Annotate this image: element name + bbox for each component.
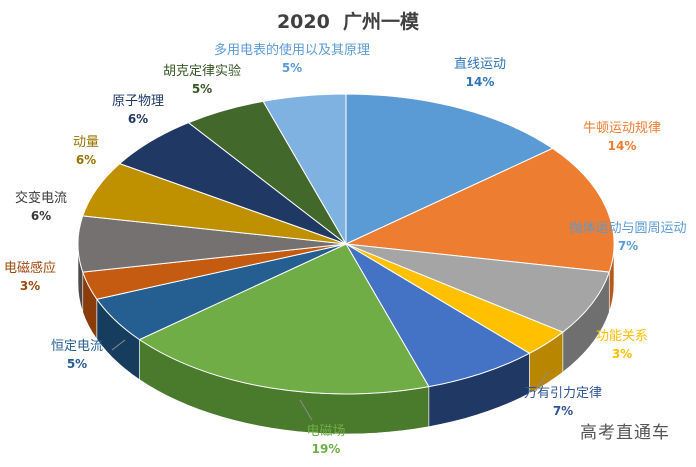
- data-label-value: 14%: [608, 139, 637, 153]
- data-label-value: 7%: [618, 239, 638, 253]
- pie-slice-slice-0: [345, 93, 554, 245]
- pie-slice-slice-5: [138, 243, 430, 395]
- pie-slice-slice-12: [262, 93, 347, 246]
- pie-slice-slice-2: [345, 243, 610, 333]
- chart-title: 2020 广州一模: [277, 10, 420, 33]
- data-label-value: 5%: [282, 61, 302, 75]
- data-label-name: 万有引力定律: [524, 386, 602, 401]
- data-label-name: 功能关系: [596, 329, 648, 344]
- data-label-name: 恒定电流: [51, 339, 103, 354]
- data-label-name: 原子物理: [112, 94, 164, 109]
- watermark: 高考直通车: [580, 423, 670, 443]
- data-label-value: 6%: [128, 112, 148, 126]
- data-label-name: 多用电表的使用以及其原理: [214, 42, 370, 58]
- data-label-layer: 直线运动 14% 牛顿运动规律 14% 抛体运动与圆周运动 7% 功能关系 3% 万有引力定律 7…: [4, 42, 687, 456]
- data-label-value: 6%: [76, 153, 96, 167]
- pie-top-layer: [77, 93, 615, 395]
- data-label-name: 抛体运动与圆周运动: [569, 221, 686, 236]
- data-label-value: 5%: [67, 357, 87, 371]
- pie-slice-slice-1: [344, 147, 615, 273]
- pie-slice-slice-4: [344, 242, 531, 388]
- data-label-name: 动量: [73, 135, 99, 150]
- data-label-name: 电磁感应: [4, 260, 56, 276]
- data-label-value: 5%: [192, 82, 212, 96]
- data-label-value: 3%: [612, 347, 632, 361]
- data-label-value: 7%: [553, 404, 573, 418]
- data-label-name: 交变电流: [15, 190, 67, 206]
- data-label-name: 直线运动: [454, 57, 506, 72]
- leader-line: [299, 399, 313, 421]
- data-label-name: 电磁场: [306, 424, 345, 439]
- data-label-value: 6%: [31, 209, 51, 223]
- data-label-value: 14%: [466, 75, 495, 89]
- data-label-value: 3%: [20, 279, 40, 293]
- data-label-value: 19%: [312, 442, 341, 456]
- data-label-name: 胡克定律实验: [163, 63, 241, 79]
- leader-line: [111, 339, 126, 351]
- data-label-name: 牛顿运动规律: [583, 121, 661, 136]
- pie-depth-layer: [77, 243, 615, 435]
- leader-line: [534, 371, 549, 393]
